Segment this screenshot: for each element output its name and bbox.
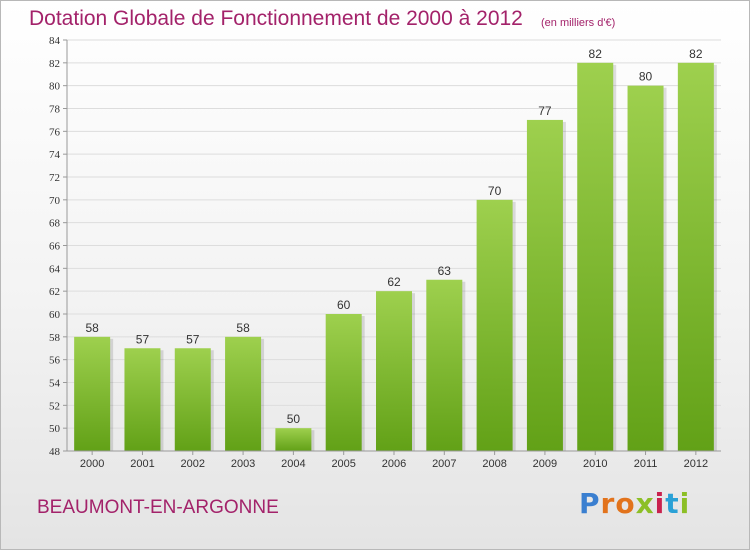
bar-2007: [426, 279, 463, 451]
bar-value-label: 77: [538, 104, 552, 118]
bar-2006: [376, 291, 412, 451]
x-tick-label: 2000: [80, 458, 104, 470]
x-tick-label: 2004: [281, 458, 305, 470]
x-tick-label: 2010: [583, 458, 607, 470]
bar-value-label: 58: [236, 321, 250, 335]
y-tick-label: 66: [49, 241, 61, 253]
logo-letter: x: [635, 487, 655, 520]
bar-value-label: 63: [438, 264, 452, 278]
logo-letter: r: [600, 487, 616, 520]
bar-2000: [74, 336, 111, 451]
logo-letter: P: [579, 487, 601, 520]
y-tick-label: 58: [49, 332, 61, 344]
x-tick-label: 2002: [181, 458, 205, 470]
y-tick-label: 70: [49, 195, 61, 207]
municipality-name: BEAUMONT-EN-ARGONNE: [37, 497, 279, 518]
y-axis: 48 50 52 54 56 58 60 62 64 66 68 70 72 74 76 78 80 82 84: [49, 35, 68, 458]
y-tick-label: 74: [49, 149, 61, 161]
bar-2005: [325, 314, 362, 451]
x-tick-label: 2008: [482, 458, 506, 470]
y-tick-label: 78: [49, 104, 61, 116]
chart-title: Dotation Globale de Fonctionnement de 20…: [29, 7, 523, 30]
x-tick-label: 2006: [382, 458, 406, 470]
y-tick-label: 56: [49, 355, 61, 367]
chart-unit: (en milliers d'€): [541, 17, 616, 29]
bar-value-label: 82: [589, 47, 603, 61]
bar-value-label: 58: [85, 321, 99, 335]
bars: 58 57 57 58 50 60 62 63 70 77 82 80 82: [74, 47, 717, 452]
x-tick-label: 2007: [432, 458, 456, 470]
bar-2011: [627, 85, 664, 452]
logo-letter: o: [615, 487, 636, 520]
y-tick-label: 84: [49, 35, 61, 47]
y-tick-label: 54: [49, 378, 61, 390]
bar-value-label: 57: [186, 332, 200, 346]
bar-2001: [124, 348, 161, 451]
y-tick-label: 82: [49, 58, 60, 70]
proxiti-logo: Proxiti: [579, 487, 690, 520]
bar-2004: [275, 428, 312, 451]
x-tick-label: 2005: [331, 458, 355, 470]
x-tick-label: 2001: [130, 458, 154, 470]
bar-value-label: 62: [387, 275, 401, 289]
x-tick-label: 2003: [231, 458, 255, 470]
logo-letter: t: [665, 487, 680, 520]
bar-value-label: 57: [136, 332, 150, 346]
bar-2002: [174, 348, 211, 451]
y-tick-label: 72: [49, 172, 60, 184]
bar-2009: [526, 119, 563, 452]
y-tick-label: 50: [49, 423, 61, 435]
x-axis: 2000 2001 2002 2003 2004 2005 2006 2007 2008 2009…: [67, 450, 721, 470]
y-tick-label: 68: [49, 218, 61, 230]
y-tick-label: 52: [49, 400, 60, 412]
y-tick-label: 60: [49, 309, 61, 321]
x-tick-label: 2012: [684, 458, 708, 470]
y-tick-label: 76: [49, 126, 61, 138]
y-tick-label: 80: [49, 81, 61, 93]
bar-value-label: 80: [639, 70, 653, 84]
y-tick-label: 62: [49, 286, 60, 298]
bar-2003: [225, 336, 262, 451]
logo-letter: i: [679, 487, 691, 520]
logo-letter: i: [654, 487, 666, 520]
bar-2010: [577, 62, 614, 451]
x-tick-label: 2009: [533, 458, 557, 470]
bar-2008: [476, 199, 513, 451]
x-tick-label: 2011: [634, 458, 658, 470]
y-tick-label: 64: [49, 263, 61, 275]
bar-2012: [677, 62, 714, 451]
bar-value-label: 70: [488, 184, 502, 198]
bar-value-label: 60: [337, 298, 351, 312]
bar-value-label: 82: [689, 47, 703, 61]
bar-value-label: 50: [287, 412, 301, 426]
y-tick-label: 48: [49, 446, 61, 458]
